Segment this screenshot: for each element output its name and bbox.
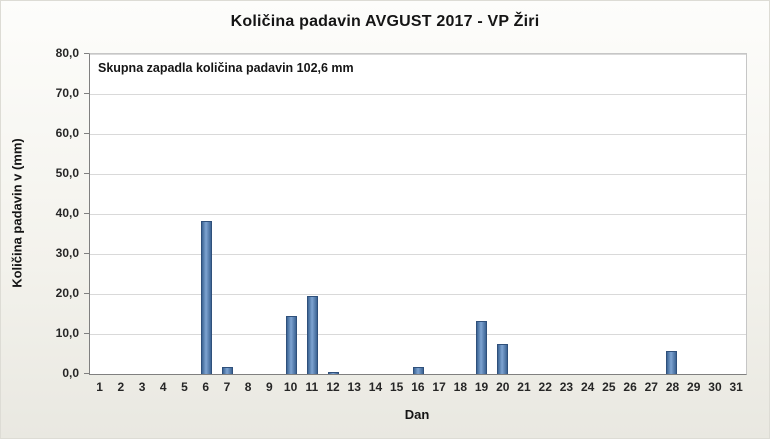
x-axis-tick-labels: 1 2 3 4 5 6 7 8 9 10 11 12 13 14 15 16 17 18 19 20 21 22 23 24 2… [89,380,747,394]
bar-day-6 [200,221,212,374]
bar-day-10 [285,316,297,374]
y-tick-label: 70,0 [55,86,79,100]
x-tick-label: 24 [580,380,595,394]
x-tick-label: 20 [496,380,510,394]
chart-title: Količina padavin AVGUST 2017 - VP Žiri [230,13,540,30]
y-tick-mark [84,213,89,214]
y-tick-label: 20,0 [55,286,79,300]
x-tick-label: 13 [347,380,361,394]
y-tick-mark [84,133,89,134]
y-tick-mark [84,173,89,174]
x-tick-label: 16 [411,380,425,394]
bar-day-11 [306,296,318,374]
x-tick-label: 2 [117,380,125,394]
x-tick-label: 31 [729,380,743,394]
gridline [90,254,746,255]
x-tick-label: 17 [432,380,446,394]
x-tick-label: 1 [96,380,103,394]
y-tick-mark [84,293,89,294]
x-axis-label: Dan [404,407,430,422]
y-tick-mark [84,53,89,54]
bar-day-19 [475,321,487,374]
y-tick-label: 0,0 [62,366,79,380]
gridline [90,214,746,215]
x-tick-label: 14 [368,380,383,394]
y-tick-label: 40,0 [55,206,79,220]
x-tick-label: 8 [244,380,252,394]
gridline [90,334,746,335]
y-axis-tick-labels: 80,0 70,0 60,0 50,0 40,0 30,0 20,0 10,0 0,0 [1,1,89,438]
y-tick-label: 80,0 [55,46,79,60]
gridline [90,134,746,135]
x-tick-label: 30 [708,380,722,394]
x-tick-label: 10 [283,380,298,394]
bar-day-12 [327,372,339,374]
x-tick-label: 11 [305,380,319,394]
y-tick-mark [84,373,89,374]
x-tick-label: 18 [453,380,467,394]
x-tick-label: 12 [326,380,340,394]
bar-day-28 [666,351,678,374]
y-tick-label: 60,0 [55,126,79,140]
x-tick-label: 21 [517,380,531,394]
x-tick-label: 29 [687,380,701,394]
x-tick-label: 19 [474,380,489,394]
x-tick-label: 25 [602,380,616,394]
x-tick-label: 5 [181,380,188,394]
bar-day-20 [497,343,509,374]
x-tick-label: 15 [389,380,404,394]
x-tick-label: 3 [138,380,146,394]
gridline [90,54,746,55]
x-tick-label: 4 [159,380,167,394]
x-tick-label: 22 [538,380,552,394]
y-tick-label: 10,0 [55,326,79,340]
x-tick-label: 28 [665,380,680,394]
x-tick-label: 23 [559,380,574,394]
y-axis-tick-marks [1,1,89,438]
x-tick-label: 26 [623,380,637,394]
plot-area: Skupna zapadla količina padavin 102,6 mm [89,53,747,375]
x-tick-label: 27 [644,380,658,394]
y-tick-label: 50,0 [55,166,79,180]
gridline [90,94,746,95]
x-tick-label: 7 [223,380,231,394]
bar-day-16 [412,366,424,374]
y-tick-mark [84,333,89,334]
y-tick-mark [84,253,89,254]
x-tick-label: 9 [266,380,273,394]
y-tick-mark [84,93,89,94]
bar-day-7 [222,366,234,374]
x-tick-label: 6 [202,380,210,394]
total-precipitation-annotation: Skupna zapadla količina padavin 102,6 mm [98,61,354,75]
gridline [90,294,746,295]
gridline [90,174,746,175]
y-tick-label: 30,0 [55,246,79,260]
